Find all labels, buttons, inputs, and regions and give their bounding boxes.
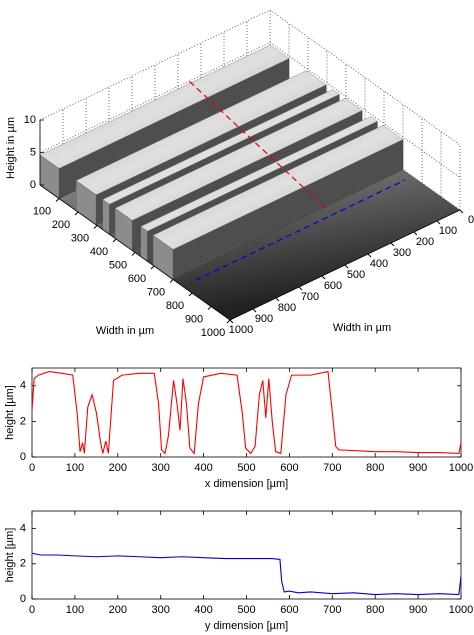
x-tick-label: 200 bbox=[109, 604, 127, 616]
x-tick bbox=[74, 211, 79, 216]
y-tick bbox=[298, 286, 303, 291]
y-tick bbox=[367, 253, 372, 258]
z-tick-label: 10 bbox=[24, 114, 36, 126]
z-axis-label: Height in µm bbox=[5, 117, 17, 179]
y-tick-label: 4 bbox=[20, 380, 26, 392]
y-axis-label: height [µm] bbox=[4, 385, 16, 440]
x-tick-label: 600 bbox=[280, 604, 298, 616]
x-tick-label: 0 bbox=[29, 604, 35, 616]
data-line bbox=[31, 552, 462, 596]
y-tick-label: 0 bbox=[20, 451, 26, 463]
y-section-line bbox=[195, 179, 406, 281]
y-tick bbox=[321, 275, 326, 280]
y-tick-label: 0 bbox=[20, 593, 26, 605]
x-tick bbox=[150, 265, 155, 270]
y-tick bbox=[229, 319, 234, 324]
y-tick-label: 4 bbox=[20, 523, 26, 535]
y-tick-label: 900 bbox=[255, 313, 273, 325]
x-tick bbox=[93, 225, 98, 229]
x-tick-label: 1000 bbox=[201, 327, 225, 339]
x-tick-label: 900 bbox=[409, 604, 427, 616]
y-axis-label: height [µm] bbox=[4, 528, 16, 583]
y-tick bbox=[344, 264, 349, 269]
x-tick-label: 0 bbox=[29, 462, 35, 474]
x-tick-label: 200 bbox=[109, 462, 127, 474]
x-tick bbox=[131, 252, 136, 256]
x-tick-label: 800 bbox=[366, 604, 384, 616]
z-tick-label: 5 bbox=[30, 146, 36, 158]
x-tick-label: 300 bbox=[71, 232, 89, 244]
x-tick bbox=[55, 198, 60, 202]
x-tick-label: 100 bbox=[66, 462, 84, 474]
x-tick-label: 700 bbox=[147, 286, 165, 298]
y-tick-label: 500 bbox=[347, 269, 365, 281]
x-tick-label: 1000 bbox=[449, 462, 473, 474]
z-tick-label: 0 bbox=[30, 179, 36, 191]
y-tick-label: 800 bbox=[278, 302, 296, 314]
plot-area bbox=[31, 510, 462, 600]
y-tick-label: 100 bbox=[439, 225, 457, 237]
x-tick-label: 900 bbox=[185, 313, 203, 325]
grid-line bbox=[39, 9, 461, 146]
data-line bbox=[31, 370, 462, 455]
x-tick bbox=[188, 292, 193, 297]
x-tick-label: 800 bbox=[166, 300, 184, 312]
x-tick-label: 600 bbox=[280, 462, 298, 474]
x-tick-label: 100 bbox=[33, 205, 51, 217]
x-section-line bbox=[189, 81, 327, 210]
x-tick-label: 600 bbox=[128, 273, 146, 285]
x-tick-label: 800 bbox=[366, 462, 384, 474]
x-tick-label: 500 bbox=[237, 604, 255, 616]
x-tick-label: 400 bbox=[194, 462, 212, 474]
x-tick bbox=[207, 306, 212, 310]
y-axis-label: Width in µm bbox=[333, 322, 391, 334]
y-tick bbox=[390, 242, 395, 247]
y-tick bbox=[275, 297, 280, 302]
x-tick-label: 500 bbox=[237, 462, 255, 474]
y-tick-label: 0 bbox=[468, 214, 474, 226]
y-tick bbox=[252, 308, 257, 313]
y-tick-label: 700 bbox=[301, 291, 319, 303]
x-tick-label: 400 bbox=[90, 246, 108, 258]
grid-line bbox=[39, 42, 461, 178]
y-tick-label: 400 bbox=[370, 258, 388, 270]
x-tick bbox=[112, 238, 117, 243]
y-tick bbox=[436, 220, 441, 225]
ridge-end bbox=[102, 199, 110, 235]
x-tick-label: 300 bbox=[152, 604, 170, 616]
y-tick-label: 600 bbox=[324, 280, 342, 292]
x-tick-label: 100 bbox=[66, 604, 84, 616]
x-tick-label: 700 bbox=[323, 462, 341, 474]
y-tick-label: 200 bbox=[416, 236, 434, 248]
y-tick bbox=[413, 231, 418, 236]
ridge-end bbox=[140, 226, 148, 262]
x-tick-label: 300 bbox=[152, 462, 170, 474]
x-tick bbox=[226, 319, 231, 324]
y-tick-label: 1000 bbox=[229, 324, 253, 336]
x-axis-label: x dimension [µm] bbox=[205, 478, 288, 490]
y-tick-label: 2 bbox=[20, 558, 26, 570]
y-tick-label: 2 bbox=[20, 415, 26, 427]
x-tick-label: 1000 bbox=[449, 604, 473, 616]
y-tick bbox=[459, 209, 464, 214]
x-axis-label: Width in µm bbox=[96, 325, 154, 337]
y-tick-label: 300 bbox=[393, 247, 411, 259]
x-axis-label: y dimension [µm] bbox=[205, 620, 288, 632]
x-tick-label: 500 bbox=[109, 259, 127, 271]
x-tick-label: 200 bbox=[52, 219, 70, 231]
x-tick-label: 400 bbox=[194, 604, 212, 616]
x-tick-label: 700 bbox=[323, 604, 341, 616]
x-tick-label: 900 bbox=[409, 462, 427, 474]
plot-area bbox=[31, 367, 462, 458]
x-tick bbox=[169, 279, 174, 283]
